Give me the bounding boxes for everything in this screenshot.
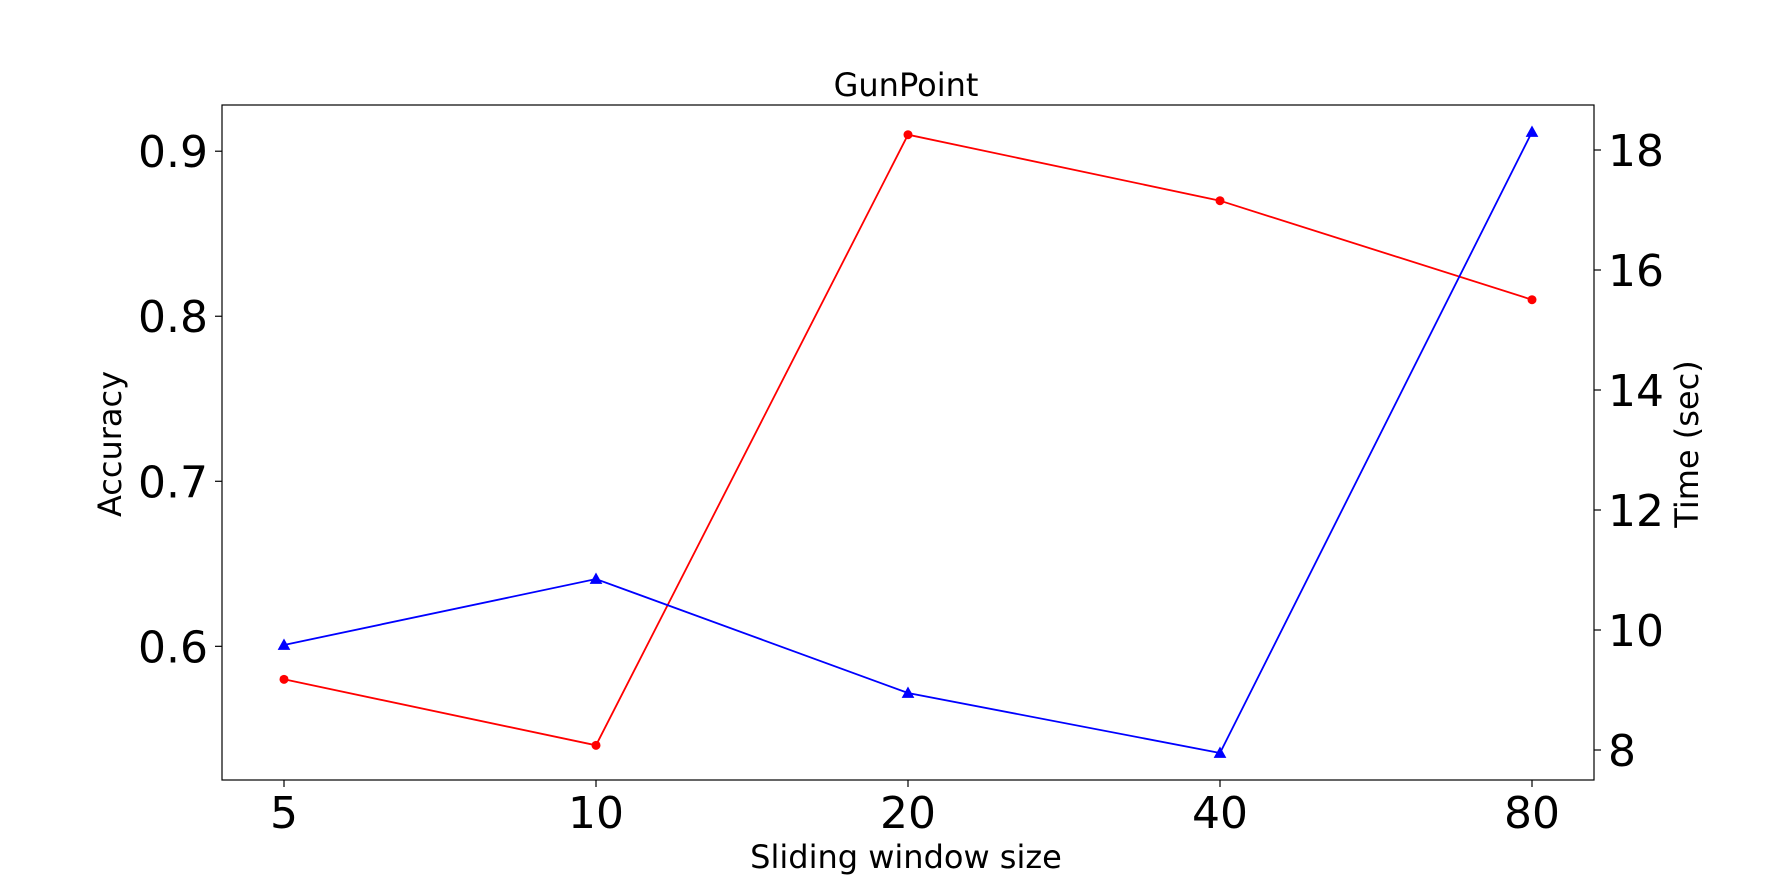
series-point-0 [279,674,289,684]
y-left-tick-label: 0.7 [138,457,208,508]
x-tick-label: 5 [270,788,298,839]
series-layer [277,125,1539,758]
y-right-tick-label: 14 [1608,366,1664,417]
y-right-tick-label: 16 [1608,246,1664,297]
chart-title: GunPoint [834,66,979,104]
series-point-1 [1525,125,1539,137]
series-point-1 [277,638,291,650]
series-line-1 [283,131,1533,755]
x-tick-label: 80 [1504,788,1560,839]
y-right-tick-label: 18 [1608,126,1664,177]
y-left-axis-label: Accuracy [91,371,129,517]
series-line-0 [283,133,1533,747]
series-point-1 [901,686,915,698]
y-right-tick-label: 12 [1608,486,1664,537]
y-right-tick-label: 10 [1608,606,1664,657]
y-left-tick-label: 0.8 [138,292,208,343]
y-right-tick-label: 8 [1608,726,1636,777]
x-tick-label: 10 [568,788,624,839]
x-tick-label: 40 [1192,788,1248,839]
x-axis-label: Sliding window size [750,838,1062,875]
x-axis-ticks: 5 10 20 40 80 [270,780,1560,839]
plot-frame [221,104,1595,781]
x-tick-label: 20 [880,788,936,839]
y-right-axis-ticks: 8 10 12 14 16 18 [1594,126,1664,777]
y-left-tick-label: 0.6 [138,622,208,673]
series-point-0 [591,740,601,750]
series-point-1 [589,572,603,584]
y-right-axis-label: Time (sec) [1668,360,1706,528]
series-point-1 [1213,746,1227,758]
y-left-tick-label: 0.9 [138,127,208,178]
series-point-0 [1527,295,1537,305]
series-point-0 [903,130,913,140]
y-left-axis-ticks: 0.6 0.7 0.8 0.9 [138,127,222,673]
series-point-0 [1215,196,1225,206]
